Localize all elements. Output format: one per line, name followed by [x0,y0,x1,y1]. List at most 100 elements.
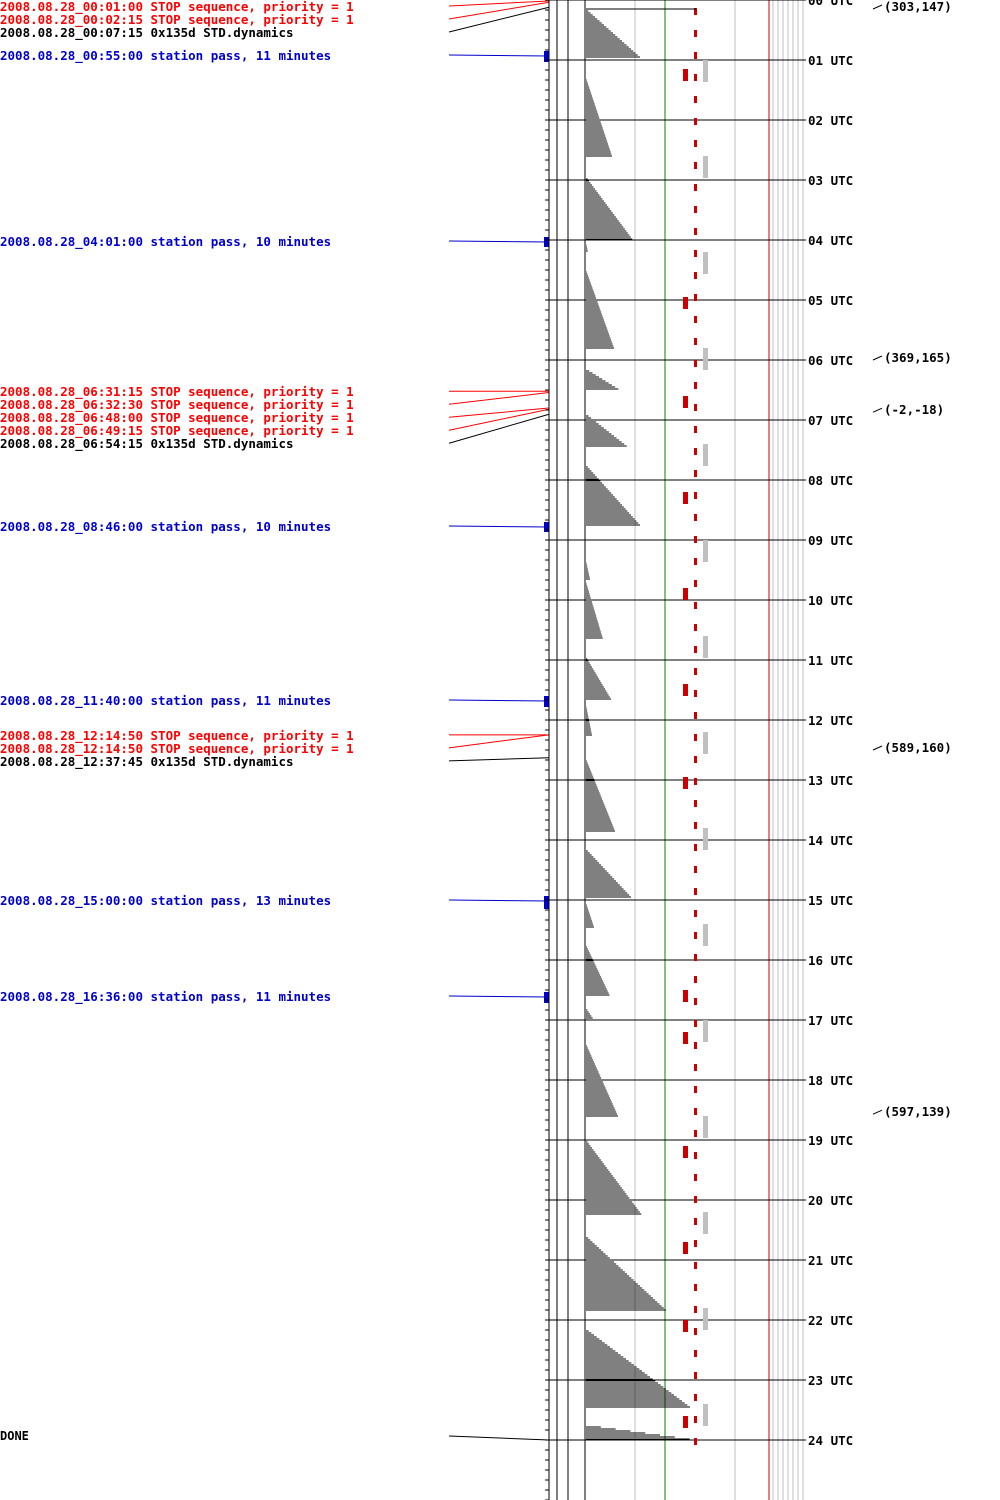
grey-marker [703,1020,708,1042]
event-connector [448,240,550,243]
red-dash [694,1042,697,1049]
hour-label: 08 UTC [808,473,854,488]
red-dash [694,360,697,367]
red-marker [683,297,688,309]
red-dash [694,910,697,917]
red-marker [683,1242,688,1254]
red-dash [694,316,697,323]
hour-label: 00 UTC [808,0,854,8]
red-marker [683,1032,688,1044]
event-label: 2008.08.28_06:31:15 STOP sequence, prior… [0,384,354,400]
red-dash [694,228,697,235]
red-dash [694,734,697,741]
event-connector [448,899,550,902]
coordinate-marker: (-2,-18) [884,402,945,418]
red-dash [694,470,697,477]
coordinate-marker: (597,139) [884,1104,952,1120]
red-dash [694,162,697,169]
hour-label: 06 UTC [808,353,854,368]
hour-label: 10 UTC [808,593,854,608]
red-marker [683,990,688,1002]
hour-label: 20 UTC [808,1193,854,1208]
red-dash [694,184,697,191]
red-dash [694,690,697,697]
event-label: 2008.08.28_11:40:00 station pass, 11 min… [0,693,332,708]
hour-label: 16 UTC [808,953,854,968]
red-dash [694,338,697,345]
red-dash [694,382,697,389]
grey-marker [703,924,708,946]
coordinate-marker: (303,147) [884,0,952,14]
event-connector [448,995,550,998]
red-dash [694,1218,697,1225]
grey-marker [703,540,708,562]
red-dash [694,536,697,543]
grey-marker [703,732,708,754]
red-dash [694,932,697,939]
done-connector [448,1435,550,1441]
red-dash [694,250,697,257]
hour-label: 02 UTC [808,113,854,128]
hour-label: 01 UTC [808,53,854,68]
red-dash [694,822,697,829]
red-dash [694,954,697,961]
hour-label: 12 UTC [808,713,854,728]
event-label: 2008.08.28_00:07:15 0x135d STD.dynamics [0,25,294,40]
hour-label: 19 UTC [808,1133,854,1148]
event-label: 2008.08.28_06:49:15 STOP sequence, prior… [0,423,354,439]
event-connector [448,1,550,20]
red-marker [683,492,688,504]
event-connector [448,408,550,431]
grey-marker [703,252,708,274]
marker-pointer [872,1109,883,1115]
red-dash [694,1306,697,1313]
hour-label: 13 UTC [808,773,854,788]
red-marker [683,396,688,408]
event-connector [448,734,550,749]
red-dash [694,778,697,785]
red-dash [694,118,697,125]
grey-marker [703,60,708,82]
red-dash [694,1262,697,1269]
hour-label: 24 UTC [808,1433,854,1448]
red-dash [694,558,697,565]
event-label: 2008.08.28_15:00:00 station pass, 13 min… [0,893,332,908]
event-label: 2008.08.28_12:14:50 STOP sequence, prior… [0,740,354,756]
hour-label: 09 UTC [808,533,854,548]
event-label: 2008.08.28_08:46:00 station pass, 10 min… [0,519,332,534]
red-dash [694,52,697,59]
event-connector [448,54,550,57]
hour-label: 15 UTC [808,893,854,908]
event-label: 2008.08.28_06:48:00 STOP sequence, prior… [0,410,354,426]
hour-label: 23 UTC [808,1373,854,1388]
event-connector [448,757,550,762]
red-dash [694,426,697,433]
event-label: 2008.08.28_00:55:00 station pass, 11 min… [0,48,332,63]
event-connector [448,6,550,33]
red-dash [694,580,697,587]
hour-label: 05 UTC [808,293,854,308]
station-pass-mark [544,992,549,1003]
red-dash [694,1196,697,1203]
red-dash [694,294,697,301]
red-marker [683,684,688,696]
hour-label: 14 UTC [808,833,854,848]
hour-label: 07 UTC [808,413,854,428]
grey-marker [703,348,708,370]
event-label: 2008.08.28_06:32:30 STOP sequence, prior… [0,397,354,413]
grey-marker [703,1116,708,1138]
red-dash [694,712,697,719]
hour-label: 03 UTC [808,173,854,188]
event-connector [448,699,550,702]
marker-pointer [872,4,883,10]
red-dash [694,448,697,455]
grey-marker [703,1308,708,1330]
red-dash [694,866,697,873]
event-label: 2008.08.28_12:14:50 STOP sequence, prior… [0,727,354,743]
grey-marker [703,828,708,850]
red-dash [694,140,697,147]
grey-marker [703,1212,708,1234]
hour-label: 04 UTC [808,233,854,248]
red-dash [694,602,697,609]
